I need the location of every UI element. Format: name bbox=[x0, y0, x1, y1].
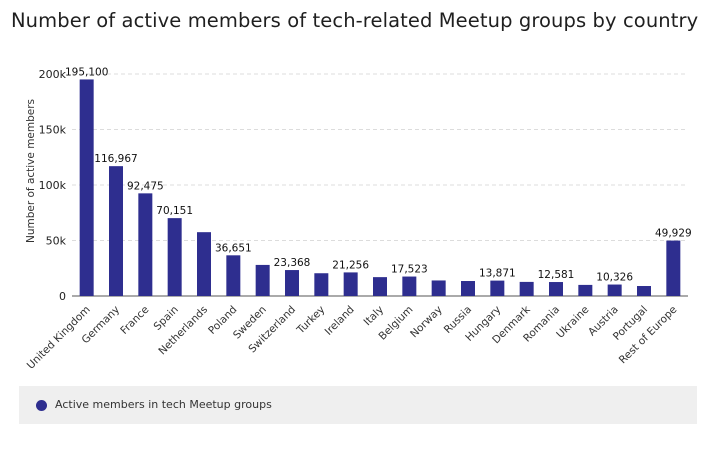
bar bbox=[138, 193, 153, 296]
bar-chart: 195,100 116,967 92,475 70,151 36,651 23,368 21… bbox=[25, 66, 692, 371]
bar bbox=[285, 270, 299, 296]
bar bbox=[637, 286, 651, 296]
bars-layer bbox=[79, 79, 681, 297]
x-tick-label: France bbox=[118, 304, 151, 337]
bar bbox=[549, 282, 563, 296]
data-labels-layer: 195,100 116,967 92,475 70,151 36,651 23,368 21… bbox=[65, 66, 692, 283]
bar bbox=[255, 264, 270, 296]
data-label: 10,326 bbox=[596, 272, 633, 284]
bar bbox=[343, 272, 358, 296]
data-label: 116,967 bbox=[94, 153, 137, 165]
data-label: 92,475 bbox=[127, 180, 164, 192]
legend-label: Active members in tech Meetup groups bbox=[55, 398, 272, 411]
data-label: 13,871 bbox=[479, 268, 516, 280]
bar bbox=[578, 284, 593, 296]
y-tick-label: 50k bbox=[46, 235, 67, 248]
bar bbox=[197, 232, 211, 296]
y-axis-label: Number of active members bbox=[25, 99, 37, 243]
bar bbox=[607, 284, 622, 296]
grid-layer bbox=[72, 73, 688, 297]
bar bbox=[519, 281, 534, 296]
y-tick-label: 200k bbox=[39, 68, 67, 81]
data-label: 12,581 bbox=[538, 269, 575, 281]
bar bbox=[79, 79, 94, 297]
bar bbox=[226, 255, 241, 296]
x-tick-label: Turkey bbox=[294, 304, 327, 337]
data-label: 195,100 bbox=[65, 66, 108, 78]
x-tick-label: Norway bbox=[408, 304, 445, 341]
bar bbox=[167, 218, 182, 296]
data-label: 36,651 bbox=[215, 242, 252, 254]
bar bbox=[109, 166, 123, 296]
data-label: 21,256 bbox=[332, 259, 369, 271]
x-tick-label: Italy bbox=[362, 304, 387, 329]
data-label: 49,929 bbox=[655, 228, 692, 240]
bar bbox=[314, 273, 329, 296]
legend: Active members in tech Meetup groups bbox=[19, 386, 697, 424]
data-label: 70,151 bbox=[156, 205, 193, 217]
bar bbox=[490, 280, 505, 296]
x-tick-label: Ireland bbox=[323, 304, 357, 338]
x-tick-label: Ukraine bbox=[554, 304, 591, 341]
y-tick-label: 150k bbox=[39, 124, 67, 137]
y-tick-label: 100k bbox=[39, 179, 67, 192]
bar bbox=[666, 240, 681, 296]
chart-title: Number of active members of tech-related… bbox=[11, 9, 699, 32]
y-tick-label: 0 bbox=[59, 290, 66, 303]
bar bbox=[431, 280, 446, 296]
bar bbox=[461, 281, 475, 296]
data-label: 23,368 bbox=[274, 257, 311, 269]
bar bbox=[373, 277, 387, 296]
data-label: 17,523 bbox=[391, 264, 428, 276]
legend-marker bbox=[36, 400, 47, 411]
bar bbox=[402, 276, 417, 296]
